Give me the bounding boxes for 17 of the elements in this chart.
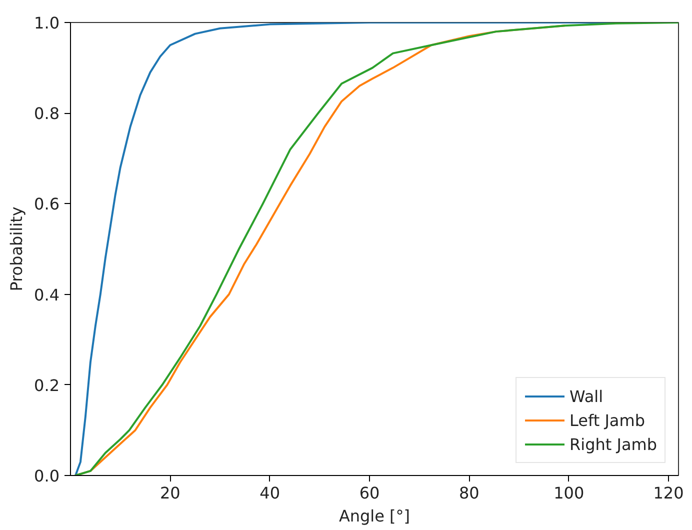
y-tick-label: 0.2 — [34, 376, 60, 395]
x-tick-label: 20 — [160, 484, 180, 502]
x-tick-label: 120 — [653, 484, 684, 502]
y-tick-label: 0.0 — [34, 466, 60, 486]
x-tick-label: 100 — [554, 484, 584, 502]
x-tick-label: 80 — [459, 484, 480, 502]
y-tick-label: 1.0 — [34, 14, 60, 32]
y-axis-title: Probability — [7, 206, 26, 292]
y-tick-label: 0.8 — [34, 104, 60, 124]
x-tick-label: 60 — [359, 484, 380, 502]
legend-label: Wall — [570, 386, 604, 406]
y-tick-label: 0.4 — [34, 285, 60, 304]
x-tick-label: 40 — [260, 484, 280, 502]
legend-label: Right Jamb — [570, 434, 657, 454]
x-axis-title: Angle [°] — [338, 506, 410, 526]
legend-label: Left Jamb — [570, 410, 645, 430]
y-tick-label: 0.6 — [34, 194, 60, 214]
